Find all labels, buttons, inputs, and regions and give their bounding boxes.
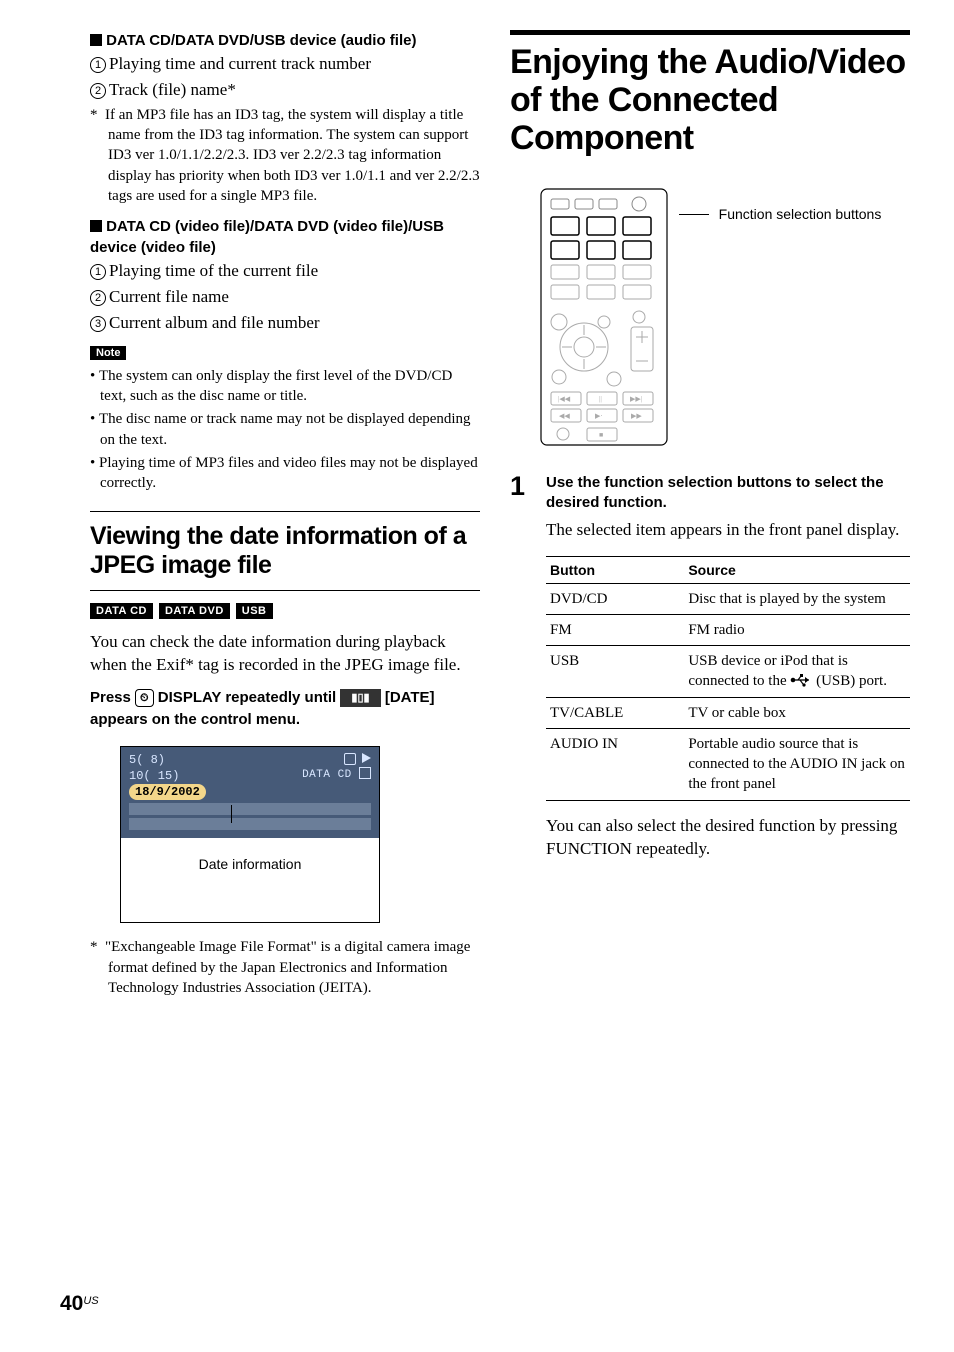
footnote-text: If an MP3 file has an ID3 tag, the syste… — [105, 107, 480, 204]
list-text: Track (file) name* — [109, 80, 236, 99]
page-number: 40 — [60, 1292, 83, 1315]
osd-date-value: 18/9/2002 — [129, 784, 206, 800]
heading-text: DATA CD (video file)/DATA DVD (video fil… — [90, 218, 444, 256]
svg-text:◀◀: ◀◀ — [559, 412, 570, 420]
media-badges: DATA CD DATA DVD USB — [90, 603, 480, 619]
cell-button: FM — [546, 614, 684, 645]
cell-text: (USB) port. — [812, 673, 887, 689]
list-text: Current album and file number — [109, 313, 320, 332]
press-instruction: Press ⏲ DISPLAY repeatedly until ▮▯▮ [DA… — [90, 687, 480, 732]
osd-datacd-label: DATA CD — [302, 769, 352, 781]
list-item: 2Current file name — [90, 286, 480, 309]
th-source: Source — [684, 556, 910, 583]
list-text: Playing time and current track number — [109, 54, 371, 73]
table-row: DVD/CD Disc that is played by the system — [546, 583, 910, 614]
svg-text:▶▶: ▶▶ — [631, 412, 642, 420]
date-menu-icon: ▮▯▮ — [340, 689, 380, 708]
square-bullet-icon — [90, 220, 102, 232]
note-badge: Note — [90, 346, 126, 360]
note-bullet: • Playing time of MP3 files and video fi… — [90, 453, 480, 494]
press-text: DISPLAY repeatedly until — [154, 689, 341, 706]
list-text: Playing time of the current file — [109, 261, 318, 280]
osd-counter-2: 10( 15) — [129, 768, 179, 784]
cell-button: AUDIO IN — [546, 728, 684, 800]
cell-button: DVD/CD — [546, 583, 684, 614]
usb-icon — [790, 673, 812, 687]
cell-source: Portable audio source that is connected … — [684, 728, 910, 800]
note-bullet: • The disc name or track name may not be… — [90, 409, 480, 450]
svg-text:▶·: ▶· — [595, 412, 603, 420]
th-button: Button — [546, 556, 684, 583]
svg-text:■: ■ — [599, 431, 603, 439]
list-item: 1Playing time and current track number — [90, 53, 480, 76]
circled-2-icon: 2 — [90, 290, 106, 306]
paragraph: You can check the date information durin… — [90, 631, 480, 677]
page-region: US — [83, 1295, 98, 1307]
source-table: Button Source DVD/CD Disc that is played… — [546, 556, 910, 801]
step-number: 1 — [510, 473, 530, 863]
cell-source: TV or cable box — [684, 697, 910, 728]
svg-text:▶▶|: ▶▶| — [630, 395, 642, 403]
note-text: The disc name or track name may not be d… — [99, 411, 471, 447]
table-row: AUDIO IN Portable audio source that is c… — [546, 728, 910, 800]
remote-icon: |◀◀ || ▶▶| ◀◀ ▶· ▶▶ ■ — [539, 187, 669, 447]
badge-datadvd: DATA DVD — [159, 603, 230, 619]
page-title: Enjoying the Audio/Video of the Connecte… — [510, 43, 910, 157]
osd-callout-label: Date information — [121, 856, 379, 872]
table-row: FM FM radio — [546, 614, 910, 645]
step-1: 1 Use the function selection buttons to … — [510, 473, 910, 863]
callout-leader-line — [231, 805, 232, 823]
press-text: Press — [90, 689, 135, 706]
osd-blank-row — [129, 803, 371, 815]
step-heading: Use the function selection buttons to se… — [546, 473, 910, 514]
note-text: Playing time of MP3 files and video file… — [99, 455, 478, 491]
note-bullet: • The system can only display the first … — [90, 366, 480, 407]
media-icon — [359, 767, 371, 779]
osd-right-icons: DATA CD — [302, 753, 371, 781]
cell-source: FM radio — [684, 614, 910, 645]
section-date-info: Viewing the date information of a JPEG i… — [90, 511, 480, 591]
disc-icon — [344, 753, 356, 765]
list-item: 2Track (file) name* — [90, 79, 480, 102]
tail-paragraph: You can also select the desired function… — [546, 815, 910, 861]
circled-2-icon: 2 — [90, 83, 106, 99]
cell-source: Disc that is played by the system — [684, 583, 910, 614]
svg-text:||: || — [599, 395, 602, 403]
cell-button: TV/CABLE — [546, 697, 684, 728]
list-item: 3Current album and file number — [90, 312, 480, 335]
title-rule — [510, 30, 910, 35]
osd-counter-1: 5( 8) — [129, 752, 165, 768]
list-item: 1Playing time of the current file — [90, 260, 480, 283]
badge-usb: USB — [236, 603, 273, 619]
footnote-text: "Exchangeable Image File Format" is a di… — [105, 939, 470, 996]
table-row: TV/CABLE TV or cable box — [546, 697, 910, 728]
cell-source: USB device or iPod that is connected to … — [684, 646, 910, 698]
osd-screenshot: DATA CD 5( 8) 10( 15) 18/9/2002 Date inf… — [120, 746, 380, 924]
callout-leader-line — [679, 214, 709, 215]
svg-text:|◀◀: |◀◀ — [558, 395, 571, 403]
badge-datacd: DATA CD — [90, 603, 153, 619]
circled-3-icon: 3 — [90, 316, 106, 332]
table-row: USB USB device or iPod that is connected… — [546, 646, 910, 698]
osd-blank-row — [129, 818, 371, 830]
section-heading-audio: DATA CD/DATA DVD/USB device (audio file) — [90, 30, 480, 51]
page-footer: 40US — [60, 1292, 99, 1316]
display-button-icon: ⏲ — [135, 689, 154, 708]
square-bullet-icon — [90, 34, 102, 46]
circled-1-icon: 1 — [90, 264, 106, 280]
cell-button: USB — [546, 646, 684, 698]
remote-callout-label: Function selection buttons — [719, 205, 882, 223]
section-title: Viewing the date information of a JPEG i… — [90, 522, 480, 580]
exif-footnote: * "Exchangeable Image File Format" is a … — [90, 937, 480, 998]
play-icon — [362, 753, 371, 763]
note-text: The system can only display the first le… — [99, 368, 452, 404]
footnote: * If an MP3 file has an ID3 tag, the sys… — [90, 105, 480, 206]
circled-1-icon: 1 — [90, 57, 106, 73]
remote-diagram: |◀◀ || ▶▶| ◀◀ ▶· ▶▶ ■ Function selection… — [510, 187, 910, 447]
step-paragraph: The selected item appears in the front p… — [546, 519, 910, 542]
list-text: Current file name — [109, 287, 229, 306]
section-heading-video: DATA CD (video file)/DATA DVD (video fil… — [90, 216, 480, 258]
heading-text: DATA CD/DATA DVD/USB device (audio file) — [106, 32, 416, 49]
